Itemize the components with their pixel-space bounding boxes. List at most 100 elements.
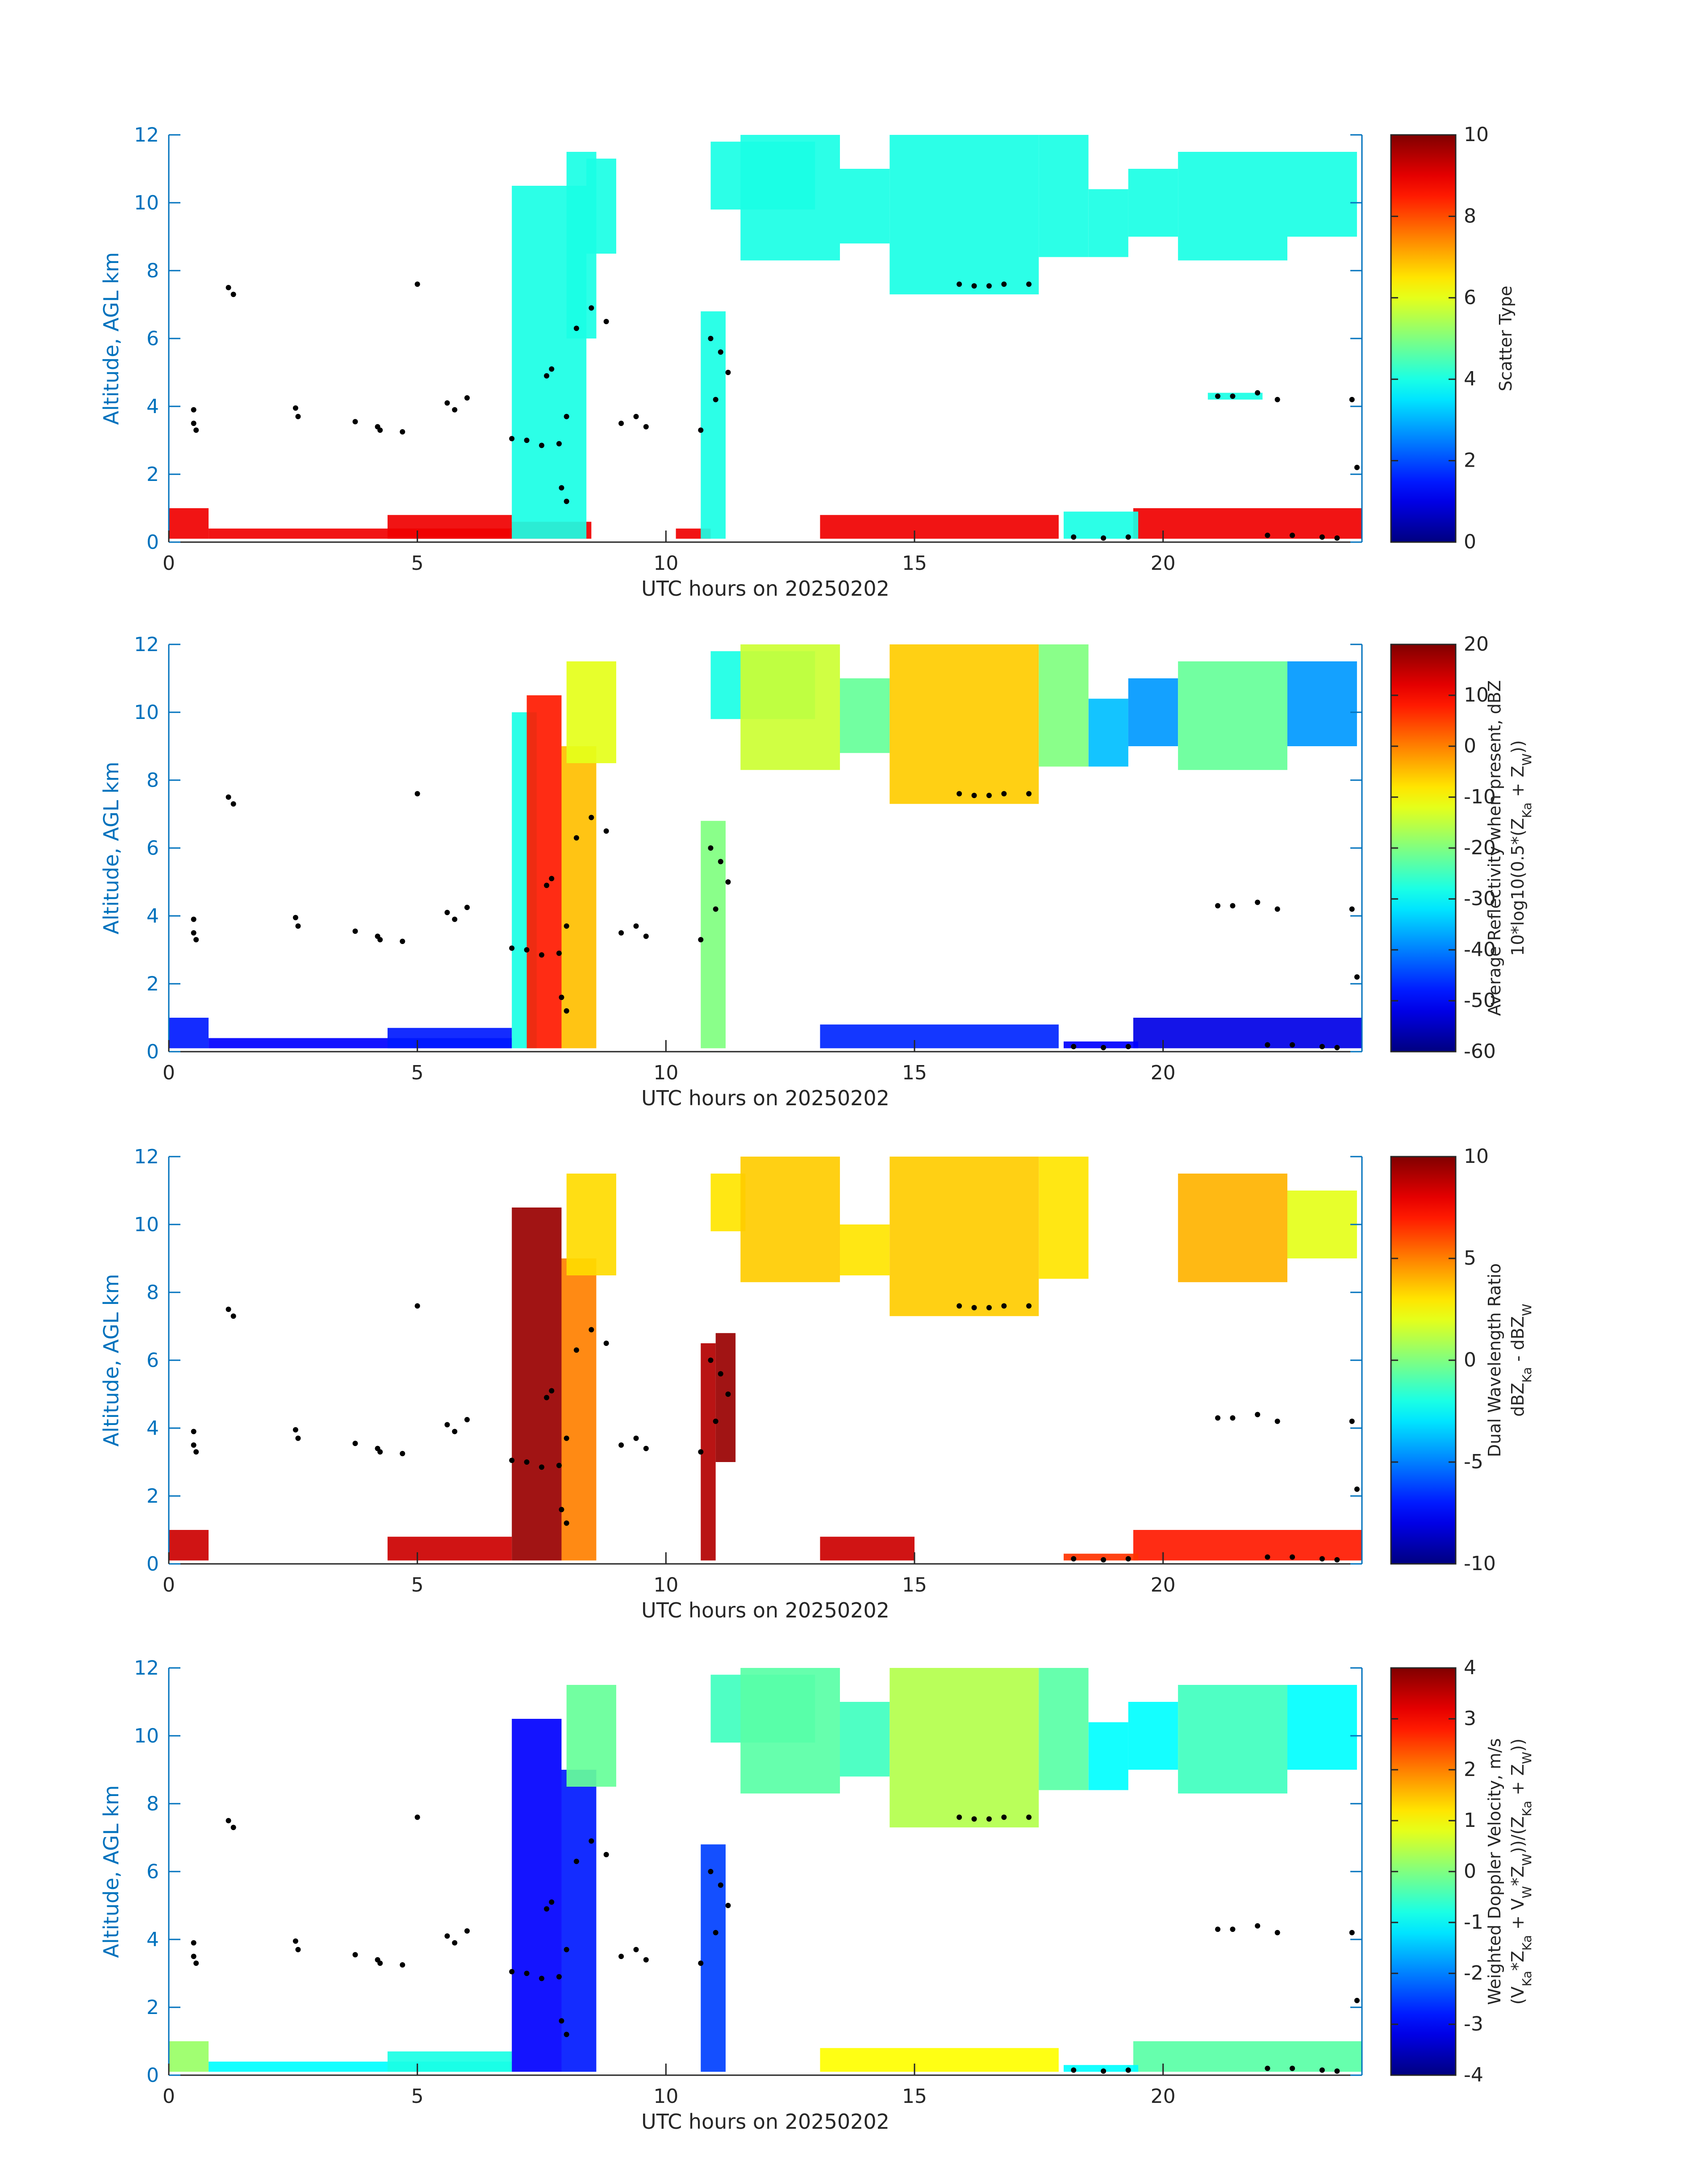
marker-point [956,281,962,287]
panel-2: 0 2 4 6 8 10 12 0 5 10 15 20 UTC hours on 20250202 Al… [99,633,1534,1110]
marker-point [193,937,199,943]
data-region-18 [1128,169,1178,237]
data-region-1 [169,2041,209,2072]
data-region-3 [387,2051,512,2072]
x-tick-label: 20 [1151,552,1176,575]
y-tick-label: 6 [146,1349,159,1372]
y-tick-label: 0 [146,1553,159,1575]
marker-point [1255,1412,1261,1417]
colorbar: -4 -3 -2 -1 0 1 2 3 4 Weighted Doppler Velocity, … [1390,1656,1534,2086]
marker-point [603,1341,609,1346]
marker-point [1001,1814,1007,1820]
colorbar-title: Average Reflectivity when present, dBZ [1485,680,1504,1016]
marker-point [292,915,298,920]
data-region-8 [566,1685,616,1787]
marker-point [230,801,236,807]
data-region-16 [1128,1702,1178,1770]
marker-point [414,791,420,797]
y-tick-label: 2 [146,463,159,486]
data-region-20 [1287,152,1357,237]
marker-point [698,427,704,433]
marker-point [698,937,704,943]
marker-point [400,1451,405,1456]
marker-point [708,1869,714,1874]
marker-point [1071,2067,1077,2073]
marker-point [1349,1930,1355,1935]
y-tick-label: 0 [146,531,159,554]
marker-point [633,1435,639,1441]
marker-point [509,436,515,442]
data-region-10 [701,821,726,1049]
marker-point [524,438,530,443]
data-region-6 [820,515,1059,539]
marker-point [1334,1045,1340,1050]
marker-point [544,1906,550,1912]
marker-point [1354,974,1360,980]
marker-point [633,414,639,419]
marker-point [1001,791,1007,797]
x-tick-label: 0 [163,2085,175,2108]
marker-point [549,1388,555,1394]
marker-point [556,950,562,956]
marker-point [1101,535,1107,541]
marker-point [618,930,624,936]
marker-point [1101,1557,1107,1563]
y-axis-title: Altitude, AGL km [99,761,123,934]
marker-point [509,945,515,951]
colorbar-title: Weighted Doppler Velocity, m/s [1485,1738,1504,2005]
y-tick-label: 2 [146,973,159,995]
data-region-19 [1287,661,1357,746]
marker-point [544,1395,550,1400]
marker-point [725,879,731,885]
marker-point [414,281,420,287]
marker-point [1125,2067,1131,2073]
data-region-17 [1064,1554,1138,1561]
colorbar-tick-label: 10 [1464,1145,1489,1168]
marker-point [295,1947,301,1952]
colorbar-tick-label: 10 [1464,684,1489,706]
marker-point [193,427,199,433]
marker-point [556,441,562,447]
marker-point [400,1962,405,1968]
marker-point [539,952,544,958]
data-region-17 [1178,1685,1287,1794]
marker-point [352,928,358,934]
data-region-8 [561,746,597,1049]
data-region-13 [889,1157,1039,1316]
marker-point [509,1458,515,1463]
data-region-7 [526,695,562,1049]
marker-point [539,1464,544,1470]
data-region-11 [740,1668,840,1794]
data-region-10 [586,159,616,254]
colorbar-tick-label: 3 [1464,1707,1476,1730]
marker-point [1001,1303,1007,1309]
marker-point [1274,906,1280,912]
x-tick-label: 15 [902,1574,927,1596]
x-tick-label: 10 [653,2085,678,2108]
marker-point [713,906,718,912]
marker-point [191,1940,196,1946]
marker-point [708,845,714,851]
data-region-3 [387,515,512,539]
marker-point [986,1816,992,1822]
colorbar-title: (VKa*ZKa + VW*ZW))/(ZKa + ZW)) [1508,1738,1534,2005]
marker-point [589,815,594,820]
marker-point [444,1422,450,1428]
x-tick-label: 5 [411,1061,424,1084]
marker-point [1125,1044,1131,1049]
colorbar-tick-label: 2 [1464,1758,1476,1781]
data-region-6 [512,1719,562,2072]
data-region-14 [840,169,890,244]
marker-point [226,285,231,290]
data-region-1 [169,1018,209,1049]
marker-point [295,1435,301,1441]
marker-point [377,427,383,433]
marker-point [226,794,231,800]
colorbar-tick-label: -60 [1464,1040,1496,1063]
data-region-12 [740,644,840,770]
y-tick-label: 0 [146,2064,159,2087]
x-tick-label: 20 [1151,2085,1176,2108]
marker-point [708,336,714,341]
marker-point [193,1960,199,1966]
marker-point [400,429,405,435]
